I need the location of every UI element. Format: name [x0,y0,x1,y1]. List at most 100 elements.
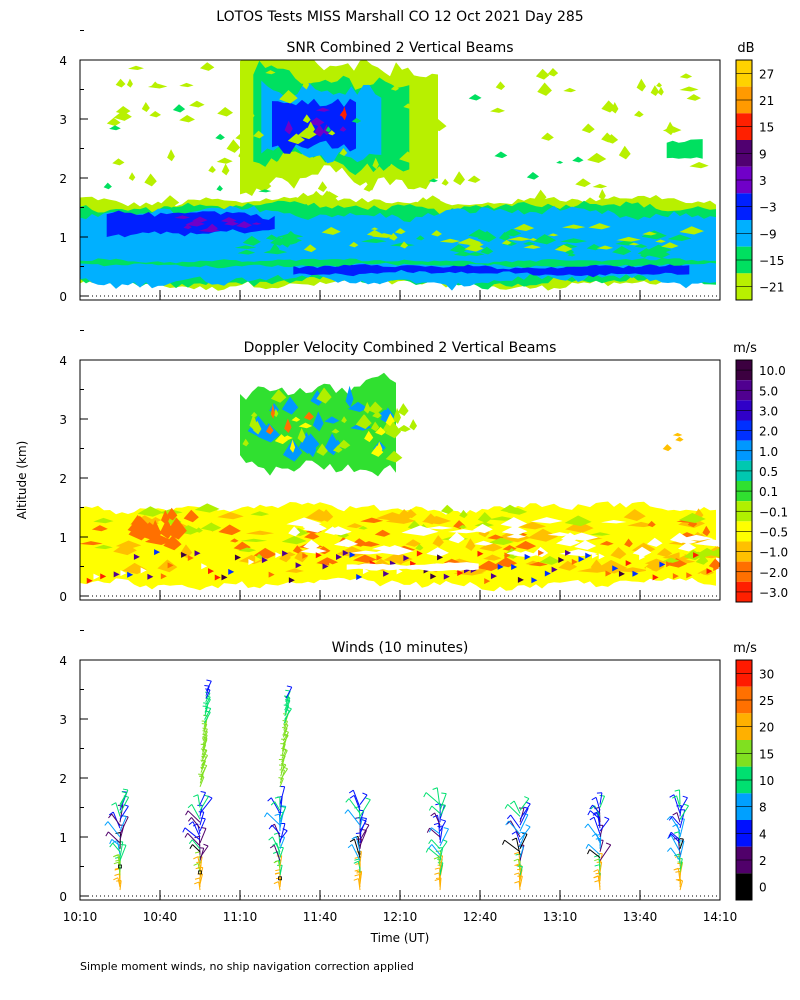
wind-barb [107,831,121,844]
vel-patch-orange-core [163,535,182,551]
snr-scatter-lime [128,65,144,70]
vel-noise [160,573,167,580]
wind-barb-aloft [200,760,207,773]
wind-barb [519,826,531,841]
wind-barb [272,836,281,852]
wind-barb-aloft [203,711,211,724]
vel-noise [228,568,235,575]
x-tick-label: 12:40 [463,910,498,924]
snr-patch-green [560,238,587,244]
vel-noise [106,548,113,555]
vel-noise [396,568,403,575]
wind-barb [118,862,121,876]
snr-scatter-lime [189,100,205,108]
barb-flag [514,863,520,867]
vel-gap [694,538,720,547]
vel-patch-gold [594,559,628,574]
wind-barb [439,793,447,811]
barb-flag [267,797,272,802]
barb-flag [109,842,114,848]
vel-noise [376,554,383,561]
wind-barb [670,815,681,832]
vel-noise [592,552,598,559]
wind-barb [519,798,530,811]
snr-scatter-green [325,126,331,133]
vel-patch-gold [405,539,421,547]
vel-patch-orange [476,560,501,571]
snr-scatter-lime [297,127,317,140]
colorbar-label: −0.5 [759,525,788,539]
snr-scatter-green [172,104,186,113]
vel-patch-orange [514,540,537,550]
wind-barb-aloft [280,768,288,781]
wind-barb [671,815,681,826]
vel-noise [430,573,437,580]
vel-gap [513,550,538,558]
footnote: Simple moment winds, no ship navigation … [80,960,414,973]
vel-scatter [355,414,372,429]
wind-barb-aloft [203,723,208,734]
y-axis-label: Altitude (km) [15,441,29,520]
calm-marker [278,876,282,881]
vel-patch-orange [528,561,548,567]
wind-barb [679,805,689,820]
barb-flag [204,691,211,694]
wind-barb [439,820,447,832]
y-tick-label: 2 [59,472,67,486]
barb-flag [280,805,286,807]
snr-patch-green [567,252,576,257]
snr-scatter-green [428,178,438,183]
vel-patch-orange [647,520,656,528]
wind-barb [359,830,367,847]
y-tick-label: 1 [59,831,67,845]
wind-barb [357,861,361,870]
vel-noise [133,553,140,560]
colorbar-label: 27 [759,67,774,81]
colorbar-label: 15 [759,747,774,761]
vel-gap [303,539,320,551]
snr-axes: 0 1 2 3 4 [59,30,721,304]
snr-patch-lime [349,241,359,248]
snr-scatter-green [216,185,223,192]
wind-barb [587,823,601,841]
vel-patch-lime [697,554,708,565]
wind-barb [439,805,447,817]
vel-noise [437,554,444,561]
barb-flag [502,839,505,845]
barb-flag [108,811,114,816]
barb-flag [434,872,440,875]
vel-noise [699,572,706,579]
vel-noise [187,555,194,562]
barb-flag [286,685,292,688]
vel-noise [315,552,322,559]
vel-cloud-yellow [375,426,386,436]
snr-scatter-lime [381,166,397,176]
barb-flag [109,839,113,845]
wind-barb-aloft [201,744,207,756]
snr-patch-purple [220,217,237,223]
vel-patch-orange [702,525,711,537]
wind-barb [277,860,281,870]
snr-scatter-lime [226,139,241,153]
wind-barb [359,810,365,823]
barb-flag [584,823,589,829]
barb-flag [275,872,281,875]
barb-flag [511,837,517,841]
barb-flag [433,822,439,826]
wind-barbs [104,679,689,891]
vel-gap [556,537,580,547]
vel-gap [500,517,528,528]
vel-patch-lime [458,524,467,529]
wind-barb [597,869,601,879]
vel-noise [261,557,268,564]
wind-barb [676,812,681,823]
snr-scatter-lime [317,181,328,192]
snr-scatter-lime [535,68,550,80]
barb-flag [104,821,109,826]
vel-patch-orange [230,538,239,543]
barb-flag [193,862,199,866]
wind-barb-aloft [282,728,288,738]
snr-scatter-lime [272,158,291,167]
vel-patch-gold [518,521,547,530]
snr-scatter-lime [541,132,554,141]
